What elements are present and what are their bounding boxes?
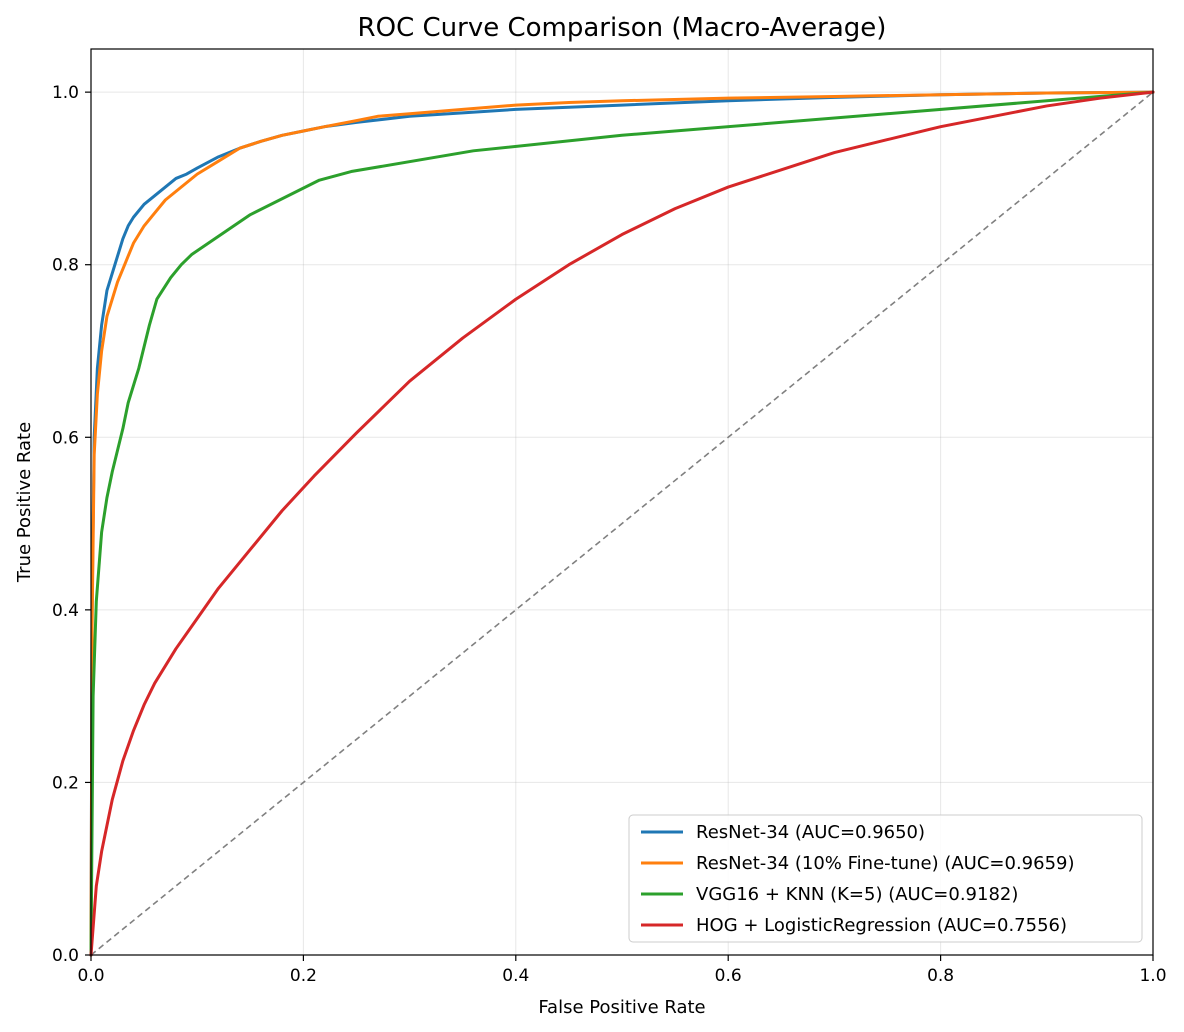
x-axis-title: False Positive Rate [538, 997, 705, 1018]
series-line-1 [89, 90, 1155, 957]
plot-frame [90, 48, 1154, 956]
series-layer [89, 90, 1155, 957]
series-line-2 [89, 90, 1155, 957]
x-tick-label-5: 1.0 [1139, 966, 1166, 986]
legend-box [628, 814, 1143, 943]
diagonal-reference-line [90, 91, 1154, 956]
y-tick-label-5: 1.0 [52, 83, 79, 103]
ticks-layer: 0.0 0.2 0.4 0.6 0.8 1.0 0.0 0.2 0.4 0.6 0.8 1.0 [52, 83, 1167, 986]
x-tick-label-4: 0.8 [927, 966, 954, 986]
y-tick-label-1: 0.2 [52, 773, 79, 793]
series-line-0 [89, 90, 1155, 957]
legend: ResNet-34 (AUC=0.9650) ResNet-34 (10% Fin… [628, 814, 1143, 943]
chart-title: ROC Curve Comparison (Macro-Average) [358, 13, 887, 43]
y-axis-title: True Positive Rate [14, 422, 35, 583]
series-line-3 [89, 90, 1155, 957]
y-tick-label-3: 0.6 [52, 428, 79, 448]
y-tick-label-0: 0.0 [52, 946, 79, 966]
x-tick-label-0: 0.0 [77, 966, 104, 986]
legend-label-3: HOG + LogisticRegression (AUC=0.7556) [696, 915, 1067, 936]
y-tick-label-2: 0.4 [52, 601, 79, 621]
legend-label-2: VGG16 + KNN (K=5) (AUC=0.9182) [696, 884, 1018, 905]
legend-label-1: ResNet-34 (10% Fine-tune) (AUC=0.9659) [696, 853, 1075, 874]
x-tick-label-1: 0.2 [290, 966, 317, 986]
x-tick-label-3: 0.6 [715, 966, 742, 986]
y-tick-label-4: 0.8 [52, 256, 79, 276]
legend-label-0: ResNet-34 (AUC=0.9650) [696, 822, 925, 843]
x-tick-label-2: 0.4 [502, 966, 529, 986]
diagonal-layer [90, 91, 1154, 956]
